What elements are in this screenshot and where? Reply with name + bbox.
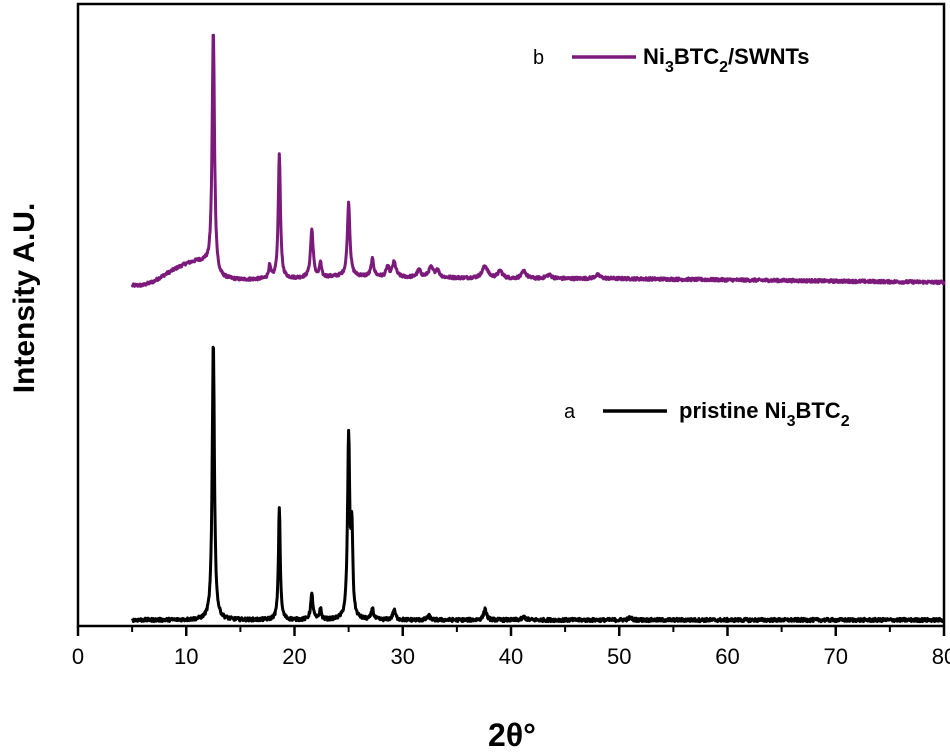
legend-label-a: pristine Ni3BTC2 <box>679 398 850 430</box>
legend-b-part-1: Ni <box>643 44 665 69</box>
legend-entry-b: b Ni3BTC2/SWNTs <box>533 44 810 76</box>
legend-entry-a: a pristine Ni3BTC2 <box>564 398 850 430</box>
x-tick-label: 50 <box>607 644 631 669</box>
legend-a-sub-2: 2 <box>841 413 850 430</box>
legend-b-part-2: BTC <box>674 44 719 69</box>
legend-letter-b: b <box>533 47 544 69</box>
legend-b-sub-1: 3 <box>665 59 674 76</box>
legend-b-part-3: /SWNTs <box>728 44 809 69</box>
series-line-a <box>130 345 946 624</box>
legend-label-b: Ni3BTC2/SWNTs <box>643 44 810 76</box>
legend-a-sub-1: 3 <box>787 413 796 430</box>
series-layer <box>130 33 946 624</box>
x-tick-label: 80 <box>932 644 950 669</box>
legend-a-part-1: pristine Ni <box>679 398 787 423</box>
legend-letter-a: a <box>564 401 576 423</box>
x-tick-label: 60 <box>715 644 739 669</box>
x-axis-title: 2θ° <box>488 717 536 753</box>
x-tick-label: 20 <box>282 644 306 669</box>
x-tick-label: 0 <box>72 644 84 669</box>
series-line-b <box>130 33 946 288</box>
x-tick-label: 10 <box>174 644 198 669</box>
legend-b-sub-2: 2 <box>719 59 728 76</box>
y-axis-title: Intensity A.U. <box>8 203 41 394</box>
x-tick-label: 70 <box>824 644 848 669</box>
x-axis-ticks: 0 10 20 30 40 50 60 70 80 <box>72 626 950 669</box>
legend-a-part-2: BTC <box>795 398 840 423</box>
x-tick-label: 40 <box>499 644 523 669</box>
x-tick-label: 30 <box>391 644 415 669</box>
plot-frame <box>76 2 946 628</box>
